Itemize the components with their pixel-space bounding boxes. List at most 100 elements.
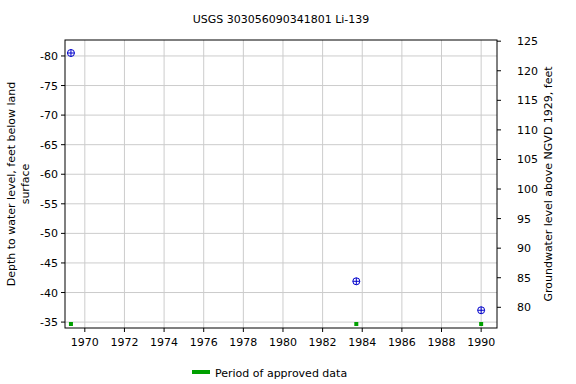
x-tick-label: 1976 bbox=[190, 336, 218, 349]
x-grid-line bbox=[282, 40, 283, 328]
approved-period-mark bbox=[354, 322, 358, 326]
chart: 1970 1972 1974 1976 1978 1980 1982 1984 1986 1988… bbox=[0, 0, 576, 384]
x-tick-label: 1988 bbox=[428, 336, 456, 349]
y-tick bbox=[61, 233, 65, 234]
y-grid-line bbox=[65, 233, 497, 234]
x-tick-label: 1978 bbox=[229, 336, 257, 349]
y-tick bbox=[61, 203, 65, 204]
data-point bbox=[67, 50, 74, 57]
x-tick bbox=[401, 328, 402, 332]
x-tick bbox=[243, 328, 244, 332]
y2-tick bbox=[497, 189, 501, 190]
y2-tick-label: 120 bbox=[517, 65, 538, 78]
data-point bbox=[353, 278, 360, 285]
title: USGS 303056090341801 Li-139 bbox=[193, 13, 370, 26]
y-tick bbox=[61, 262, 65, 263]
y-tick bbox=[61, 292, 65, 293]
point-cross bbox=[481, 307, 482, 314]
y2-tick bbox=[497, 41, 501, 42]
x-tick bbox=[481, 328, 482, 332]
y2-tick-label: 90 bbox=[517, 242, 531, 255]
y-tick-label: -40 bbox=[40, 287, 58, 300]
x-tick-label: 1982 bbox=[309, 336, 337, 349]
x-tick bbox=[282, 328, 283, 332]
x-grid-line bbox=[164, 40, 165, 328]
x-tick-label: 1970 bbox=[71, 336, 99, 349]
y2-tick bbox=[497, 248, 501, 249]
y-grid-line bbox=[65, 144, 497, 145]
x-grid-line bbox=[481, 40, 482, 328]
legend-swatch bbox=[192, 370, 210, 374]
point-cross bbox=[356, 278, 357, 285]
y2-tick bbox=[497, 70, 501, 71]
y-grid-line bbox=[65, 115, 497, 116]
x-tick-label: 1990 bbox=[467, 336, 495, 349]
y-tick-label: -60 bbox=[40, 168, 58, 181]
y-tick bbox=[61, 174, 65, 175]
y2-tick-label: 105 bbox=[517, 153, 538, 166]
y2-tick bbox=[497, 129, 501, 130]
y-grid-line bbox=[65, 292, 497, 293]
x-tick bbox=[322, 328, 323, 332]
y-tick-label: -65 bbox=[40, 139, 58, 152]
y2-tick-label: 80 bbox=[517, 301, 531, 314]
x-grid-line bbox=[401, 40, 402, 328]
legend-label: Period of approved data bbox=[215, 367, 347, 380]
y-tick-label: -35 bbox=[40, 316, 58, 329]
y2-tick bbox=[497, 307, 501, 308]
x-tick bbox=[203, 328, 204, 332]
y-grid-line bbox=[65, 322, 497, 323]
y2-tick bbox=[497, 159, 501, 160]
x-tick-label: 1984 bbox=[348, 336, 376, 349]
y-axis-label: surface bbox=[19, 163, 32, 204]
point-cross bbox=[70, 50, 71, 57]
y-tick-label: -70 bbox=[40, 109, 58, 122]
x-tick-label: 1972 bbox=[110, 336, 138, 349]
y2-axis-label: Groundwater level above NGVD 1929, feet bbox=[542, 66, 555, 302]
y-tick-label: -50 bbox=[40, 227, 58, 240]
y-tick bbox=[61, 322, 65, 323]
y2-tick-label: 110 bbox=[517, 124, 538, 137]
marks bbox=[67, 50, 484, 326]
x-grid-line bbox=[362, 40, 363, 328]
y-tick bbox=[61, 55, 65, 56]
background bbox=[0, 0, 576, 384]
approved-period-mark bbox=[479, 322, 483, 326]
y-tick bbox=[61, 144, 65, 145]
y2-tick bbox=[497, 100, 501, 101]
x-grid-line bbox=[243, 40, 244, 328]
y2-tick-label: 100 bbox=[517, 183, 538, 196]
x-grid-line bbox=[322, 40, 323, 328]
point-ring bbox=[353, 278, 360, 285]
y-tick-label: -45 bbox=[40, 257, 58, 270]
x-grid-line bbox=[124, 40, 125, 328]
x-tick-label: 1980 bbox=[269, 336, 297, 349]
y2-tick-label: 95 bbox=[517, 213, 531, 226]
approved-period-mark bbox=[69, 322, 73, 326]
data-point bbox=[478, 307, 485, 314]
y2-tick-label: 125 bbox=[517, 35, 538, 48]
y2-tick-label: 85 bbox=[517, 272, 531, 285]
y-grid-line bbox=[65, 262, 497, 263]
y-tick-label: -55 bbox=[40, 198, 58, 211]
y-grid-line bbox=[65, 55, 497, 56]
y-grid-line bbox=[65, 203, 497, 204]
point-ring bbox=[478, 307, 485, 314]
plot-frame bbox=[65, 40, 497, 328]
point-ring bbox=[67, 50, 74, 57]
y2-tick bbox=[497, 277, 501, 278]
x-tick-label: 1974 bbox=[150, 336, 178, 349]
x-tick-label: 1986 bbox=[388, 336, 416, 349]
y2-tick-label: 115 bbox=[517, 94, 538, 107]
x-tick bbox=[164, 328, 165, 332]
y-grid-line bbox=[65, 85, 497, 86]
x-tick bbox=[124, 328, 125, 332]
x-tick bbox=[441, 328, 442, 332]
x-tick bbox=[362, 328, 363, 332]
y-tick bbox=[61, 85, 65, 86]
y2-tick bbox=[497, 218, 501, 219]
x-grid-line bbox=[203, 40, 204, 328]
y-axis-label: Depth to water level, feet below land bbox=[5, 82, 18, 287]
x-grid-line bbox=[84, 40, 85, 328]
y-tick bbox=[61, 115, 65, 116]
